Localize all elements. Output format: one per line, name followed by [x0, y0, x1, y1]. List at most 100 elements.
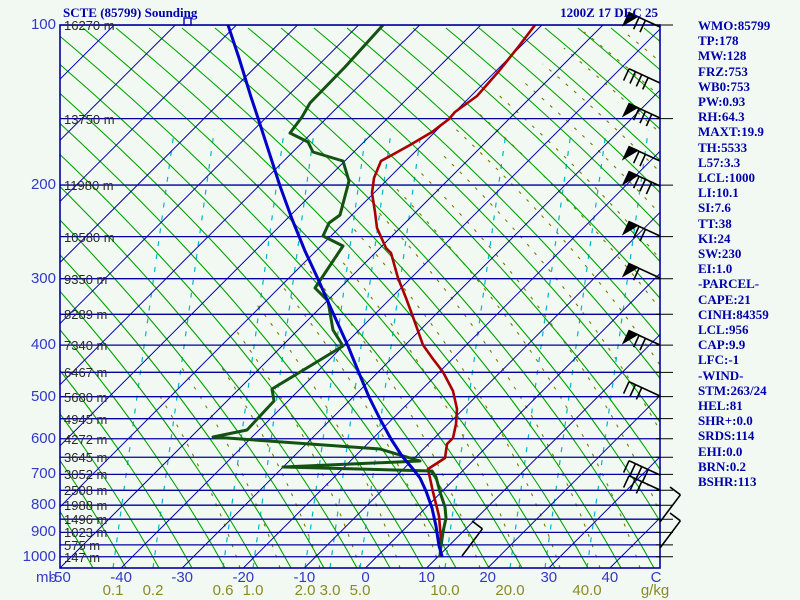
height-label: 10580 m: [64, 229, 115, 245]
index-line: MW:128: [698, 48, 747, 64]
mixing-ratio-label: 5.0: [349, 582, 371, 599]
index-line: LFC:-1: [698, 352, 740, 368]
top-marker: [183, 17, 192, 26]
height-label: 1988 m: [64, 498, 108, 514]
index-line: SHR+:0.0: [698, 413, 753, 429]
pressure-label: 900: [30, 523, 56, 541]
mixing-ratio-label: 0.2: [142, 582, 164, 599]
index-line: WB0:753: [698, 78, 750, 94]
index-line: EHI:0.0: [698, 443, 743, 459]
index-line: SW:230: [698, 246, 742, 262]
height-label: 2508 m: [64, 483, 108, 499]
height-label: 575 m: [64, 537, 101, 553]
chart-datetime: 1200Z 17 DEC 25: [560, 5, 658, 20]
index-line: FRZ:753: [698, 63, 748, 79]
grid-mixing-ratio-lines: [112, 129, 649, 568]
index-line: BSHR:113: [698, 474, 757, 490]
indices-panel: WMO:85799 TP:178 MW:128 FRZ:753 WB0:753 PW:0.…: [698, 18, 770, 489]
pressure-label: 700: [30, 465, 56, 483]
mixing-ratio-label: 2.0: [294, 582, 316, 599]
index-line: SRDS:114: [698, 428, 755, 444]
mixing-ratio-label: 10.0: [430, 582, 460, 599]
wind-barbs: [461, 11, 682, 557]
temp-tick-label: -40: [110, 569, 132, 586]
height-label: 1023 m: [64, 525, 108, 541]
mixing-ratio-label: 1.0: [242, 582, 264, 599]
grid: [60, 25, 660, 568]
index-line: CINH:84359: [698, 306, 769, 322]
temp-tick-label: 30: [540, 569, 558, 586]
index-line: TT:38: [698, 215, 732, 231]
index-line: MAXT:19.9: [698, 124, 764, 140]
index-line: LI:10.1: [698, 185, 739, 201]
pressure-label: 500: [30, 387, 56, 405]
pressure-label: 200: [30, 176, 56, 194]
index-line: SI:7.6: [698, 200, 731, 216]
index-line: HEL:81: [698, 398, 743, 414]
index-line: EI:1.0: [698, 261, 733, 277]
mixing-ratio-label: 0.1: [102, 582, 124, 599]
height-label: 3052 m: [64, 467, 108, 483]
mixing-ratio-label: 0.6: [212, 582, 234, 599]
pressure-ticks: [656, 24, 673, 558]
index-line: CAPE:21: [698, 291, 751, 307]
pressure-label: 600: [30, 429, 56, 447]
index-line: TP:178: [698, 33, 739, 49]
temp-tick-label: -50: [49, 569, 71, 586]
temp-tick-label: 0: [361, 569, 370, 586]
grid-isotherms: [60, 25, 660, 568]
index-line: -PARCEL-: [698, 276, 760, 292]
pressure-label: 1000: [22, 547, 56, 565]
mixing-ratio-unit-label: g/kg: [640, 582, 670, 599]
index-line: CAP:9.9: [698, 337, 746, 353]
index-line: L57:3.3: [698, 154, 741, 170]
index-line: KI:24: [698, 230, 731, 246]
temp-tick-label: -20: [232, 569, 255, 586]
grid-moist-adiabats: [156, 31, 660, 568]
index-line: PW:0.93: [698, 94, 746, 110]
pressure-label: 100: [30, 16, 56, 33]
temp-tick-label: -30: [171, 569, 194, 586]
index-line: RH:64.3: [698, 109, 745, 125]
index-line: LCL:1000: [698, 170, 756, 186]
height-label: 5680 m: [64, 389, 108, 405]
temperature-curve: [370, 25, 537, 558]
temp-tick-label: 10: [418, 569, 435, 586]
index-line: WMO:85799: [698, 18, 771, 33]
height-label: 3645 m: [64, 450, 108, 466]
index-line: BRN:0.2: [698, 458, 747, 474]
height-label: 9350 m: [64, 271, 108, 287]
mixing-ratio-label: 3.0: [319, 582, 341, 599]
temp-tick-label: 20: [479, 569, 497, 586]
plot-border: [59, 24, 661, 569]
height-label: 7340 m: [64, 338, 108, 354]
pressure-label: 300: [30, 269, 56, 287]
height-label: 147 m: [64, 549, 101, 565]
mixing-ratio-label: 20.0: [495, 582, 525, 599]
height-label: 16270 m: [64, 18, 115, 33]
grid-isobars: [60, 25, 660, 558]
height-label: 8289 m: [64, 307, 108, 323]
height-label: 4945 m: [64, 411, 108, 427]
height-label: 4272 m: [64, 431, 108, 447]
temp-tick-label: -10: [293, 569, 316, 586]
height-label: 1496 m: [64, 512, 108, 528]
height-label: 11980 m: [64, 178, 114, 194]
height-label: 6467 m: [64, 365, 108, 381]
pressure-unit-label: mb: [36, 569, 57, 586]
index-line: STM:263/24: [698, 382, 767, 398]
index-line: TH:5533: [698, 139, 748, 155]
pressure-label: 400: [30, 336, 56, 354]
temp-tick-label: 40: [601, 569, 619, 586]
height-label: 13750 m: [64, 111, 115, 127]
parcel-curve: [226, 25, 444, 558]
index-line: LCL:956: [698, 322, 749, 338]
index-line: -WIND-: [698, 367, 744, 383]
temp-unit-label: C: [650, 569, 662, 586]
mixing-ratio-label: 40.0: [572, 582, 602, 599]
pressure-label: 800: [30, 496, 56, 514]
dewpoint-curve: [211, 25, 448, 558]
chart-title: SCTE (85799) Sounding: [63, 5, 198, 20]
